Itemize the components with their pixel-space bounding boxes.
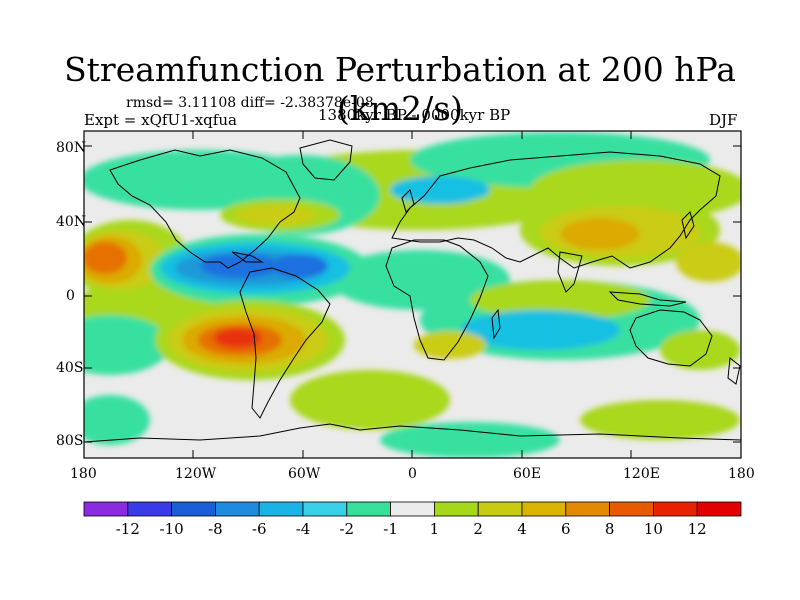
india-coastline: [557, 251, 583, 293]
lat-label-equator: 0: [66, 288, 75, 304]
contour-region-neg4: [200, 254, 280, 278]
north-america-coastline: [109, 149, 301, 269]
contour-region-neg2: [390, 176, 490, 204]
contour-region-pos1: [290, 370, 450, 430]
contour-region-neg1: [84, 395, 150, 445]
contour-region-pos5: [214, 328, 262, 348]
colorbar-label: -2: [339, 520, 354, 538]
colorbar-label: -4: [296, 520, 311, 538]
colorbar-swatch: [127, 501, 173, 517]
lon-label-0: 0: [408, 466, 417, 482]
stats-text: rmsd= 3.11108 diff= -2.38378e-08: [126, 95, 374, 111]
colorbar-label: -1: [383, 520, 398, 538]
colorbar-swatch: [83, 501, 129, 517]
lat-label-80n: 80N: [56, 140, 87, 156]
colorbar-swatch: [521, 501, 567, 517]
new-zealand-coastline: [727, 357, 741, 385]
lon-label-60e: 60E: [513, 466, 542, 482]
axis-ticks: [83, 131, 742, 458]
coastlines: [84, 139, 741, 443]
contour-region-pos1: [470, 280, 650, 320]
africa-coastline: [385, 239, 489, 361]
cuba-coastline: [231, 251, 264, 263]
colorbar-label: 10: [644, 520, 663, 538]
colorbar-label: -12: [116, 520, 140, 538]
lon-label-120e: 120E: [623, 466, 660, 482]
contour-region-neg2: [460, 310, 620, 350]
colorbar-label: 8: [605, 520, 615, 538]
uk-coastline: [401, 189, 415, 213]
colorbar-swatch: [214, 501, 260, 517]
lat-label-40s: 40S: [56, 360, 84, 376]
colorbar: -12 -10 -8 -6 -4 -2 -1 1 2 4 6 8 10 12: [83, 501, 742, 538]
lon-label-60w: 60W: [288, 466, 321, 482]
period-text: 1380kyr BP - 0000kyr BP: [318, 106, 511, 124]
contour-region-pos1: [580, 400, 740, 440]
australia-coastline: [629, 309, 713, 367]
colorbar-swatch: [171, 501, 216, 517]
contour-region-pos2: [676, 242, 741, 282]
colorbar-label: 1: [430, 520, 440, 538]
contour-region-neg4: [272, 254, 328, 278]
contour-region-pos1: [460, 196, 540, 224]
colorbar-swatch: [302, 501, 348, 517]
eurasia-coastline: [391, 151, 721, 269]
colorbar-swatch: [653, 501, 698, 517]
lon-label-180w: 180: [70, 466, 97, 482]
japan-coastline: [681, 211, 695, 240]
lat-label-40n: 40N: [56, 214, 87, 230]
contour-region-pos2: [236, 205, 316, 225]
colorbar-swatch: [609, 501, 654, 517]
colorbar-swatch: [390, 501, 435, 517]
south-america-coastline: [239, 267, 331, 419]
contour-field: [84, 131, 741, 458]
contour-region-pos2: [414, 331, 486, 359]
contour-region-neg1: [84, 315, 170, 375]
colorbar-swatch: [346, 501, 391, 517]
colorbar-label: 2: [473, 520, 483, 538]
colorbar-swatch: [477, 501, 523, 517]
colorbar-label: 4: [517, 520, 527, 538]
contour-region-pos3: [560, 218, 640, 250]
contour-region-neg1: [380, 422, 560, 458]
colorbar-label: -6: [252, 520, 267, 538]
colorbar-swatch: [565, 501, 610, 517]
page-title: Streamfunction Perturbation at 200 hPa (…: [64, 50, 736, 128]
colorbar-label: -8: [208, 520, 223, 538]
lon-label-120w: 120W: [175, 466, 217, 482]
colorbar-label: 12: [688, 520, 707, 538]
experiment-text: Expt = xQfU1-xqfua: [84, 111, 237, 129]
greenland-coastline: [299, 139, 353, 181]
indonesia-coastline: [608, 291, 687, 307]
lon-label-180e: 180: [728, 466, 755, 482]
antarctica-coastline: [84, 423, 741, 443]
season-text: DJF: [709, 111, 738, 129]
colorbar-label: 6: [561, 520, 571, 538]
colorbar-label: -10: [160, 520, 184, 538]
colorbar-swatch: [433, 501, 479, 517]
madagascar-coastline: [491, 308, 501, 340]
colorbar-swatch: [696, 501, 742, 517]
lat-label-80s: 80S: [56, 433, 84, 449]
colorbar-swatch: [258, 501, 304, 517]
contour-region-pos4: [84, 242, 127, 274]
contour-region-pos1: [660, 330, 740, 370]
